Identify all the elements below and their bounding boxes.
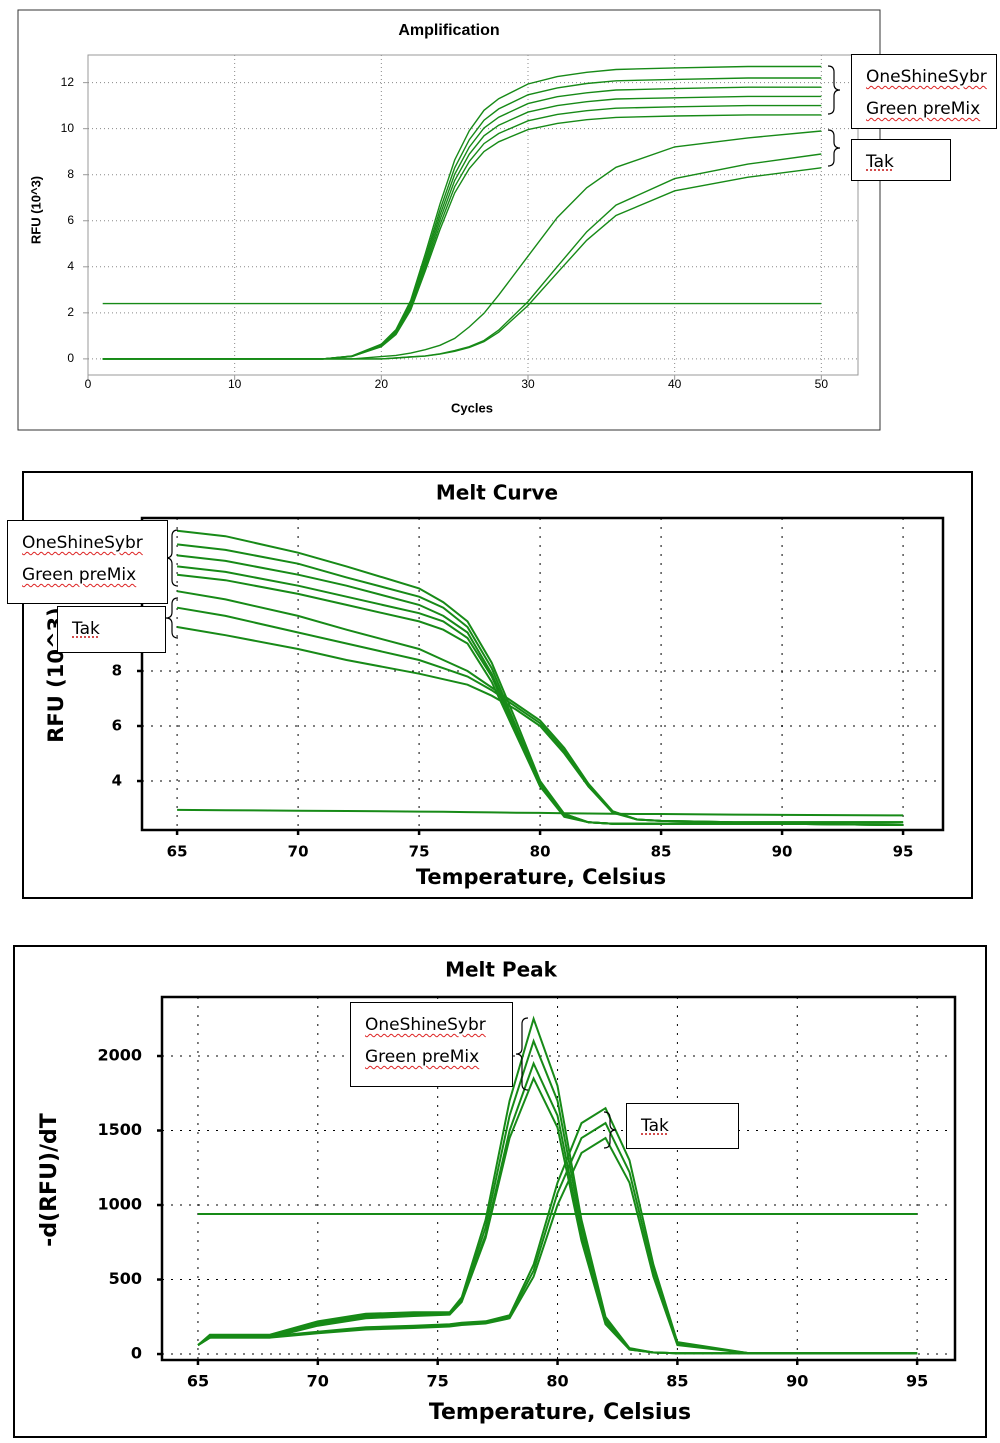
- annotation-box: OneShineSybr Green preMix: [7, 520, 168, 604]
- data-line: [102, 114, 822, 360]
- brace: [515, 1017, 529, 1091]
- x-tick-label: 95: [893, 843, 914, 861]
- x-tick-label: 75: [427, 1372, 449, 1391]
- y-axis-label: -d(RFU)/dT: [37, 1113, 62, 1247]
- x-tick-label: 70: [307, 1372, 329, 1391]
- y-tick-label: 0: [67, 351, 74, 365]
- y-tick-label: 2: [67, 305, 74, 319]
- annotation-text: OneShineSybr: [22, 533, 143, 553]
- braces: [165, 65, 841, 1149]
- data-line: [177, 808, 904, 817]
- x-tick-label: 85: [651, 843, 672, 861]
- x-tick-label: 30: [521, 377, 535, 391]
- x-tick-label: 10: [228, 377, 242, 391]
- annotation-box: Tak: [57, 606, 166, 653]
- brace: [165, 597, 179, 639]
- x-tick-label: 75: [409, 843, 430, 861]
- x-tick-label: 90: [786, 1372, 808, 1391]
- data-line: [176, 606, 904, 824]
- x-tick-label: 20: [375, 377, 389, 391]
- data-line: [102, 167, 822, 360]
- data-line: [102, 65, 822, 360]
- x-axis-label: Cycles: [451, 400, 493, 415]
- data-line: [176, 626, 904, 824]
- annotation-text: Tak: [641, 1116, 669, 1136]
- annotation-box: OneShineSybr Green preMix: [851, 54, 997, 129]
- y-tick-label: 8: [112, 661, 122, 679]
- brace: [827, 65, 841, 115]
- y-axis-label: RFU (10^3): [28, 176, 43, 244]
- data-line: [102, 86, 822, 360]
- x-tick-label: 85: [666, 1372, 688, 1391]
- data-line: [102, 95, 822, 360]
- y-tick-label: 12: [61, 75, 75, 89]
- x-tick-label: 0: [85, 377, 92, 391]
- brace: [603, 1111, 617, 1149]
- annotation-text: Green preMix: [365, 1047, 480, 1067]
- y-tick-label: 4: [67, 259, 74, 273]
- data-line: [102, 77, 822, 360]
- x-tick-label: 95: [906, 1372, 928, 1391]
- y-tick-label: 6: [112, 717, 122, 735]
- data-line: [197, 1106, 918, 1355]
- annotation-text: Tak: [866, 152, 894, 172]
- plot-frame: [160, 995, 957, 1362]
- annotation-box: Tak: [851, 139, 951, 181]
- y-tick-label: 0: [131, 1344, 142, 1363]
- x-tick-label: 50: [815, 377, 829, 391]
- x-tick-label: 65: [167, 843, 188, 861]
- y-tick-label: 10: [61, 121, 75, 135]
- x-tick-label: 40: [668, 377, 682, 391]
- data-line: [197, 1136, 918, 1355]
- data-line: [176, 573, 904, 826]
- annotation-text: OneShineSybr: [866, 67, 987, 87]
- y-tick-label: 2000: [97, 1046, 142, 1065]
- panel-frame: [13, 945, 987, 1438]
- x-tick-label: 70: [288, 843, 309, 861]
- data-line: [102, 104, 822, 360]
- y-tick-label: 6: [67, 213, 74, 227]
- panel-frame: [22, 471, 973, 899]
- annotation-text: OneShineSybr: [365, 1015, 486, 1035]
- y-tick-label: 8: [67, 167, 74, 181]
- panel-frame: [17, 9, 881, 431]
- annotation-box: Tak: [626, 1103, 739, 1149]
- y-tick-label: 4: [112, 772, 122, 790]
- x-tick-label: 80: [530, 843, 551, 861]
- annotation-text: Green preMix: [866, 99, 981, 119]
- annotation-text: Tak: [72, 619, 100, 639]
- annotation-box: OneShineSybr Green preMix: [350, 1002, 513, 1087]
- y-tick-label: 500: [109, 1269, 142, 1288]
- x-axis-label: Temperature, Celsius: [416, 865, 666, 889]
- data-line: [197, 1121, 918, 1355]
- chart-title: Melt Curve: [436, 481, 558, 505]
- data-line: [102, 130, 822, 360]
- chart-title: Amplification: [398, 22, 499, 39]
- brace: [827, 129, 841, 167]
- data-line: [102, 153, 822, 360]
- y-tick-label: 1000: [97, 1195, 142, 1214]
- chart-title: Melt Peak: [445, 958, 558, 982]
- y-tick-label: 1500: [97, 1120, 142, 1139]
- plot-frame: [87, 54, 859, 376]
- x-tick-label: 65: [187, 1372, 209, 1391]
- plot-frame: [140, 516, 945, 832]
- annotation-text: Green preMix: [22, 565, 137, 585]
- x-axis-label: Temperature, Celsius: [429, 1400, 691, 1425]
- x-tick-label: 80: [546, 1372, 568, 1391]
- x-tick-label: 90: [772, 843, 793, 861]
